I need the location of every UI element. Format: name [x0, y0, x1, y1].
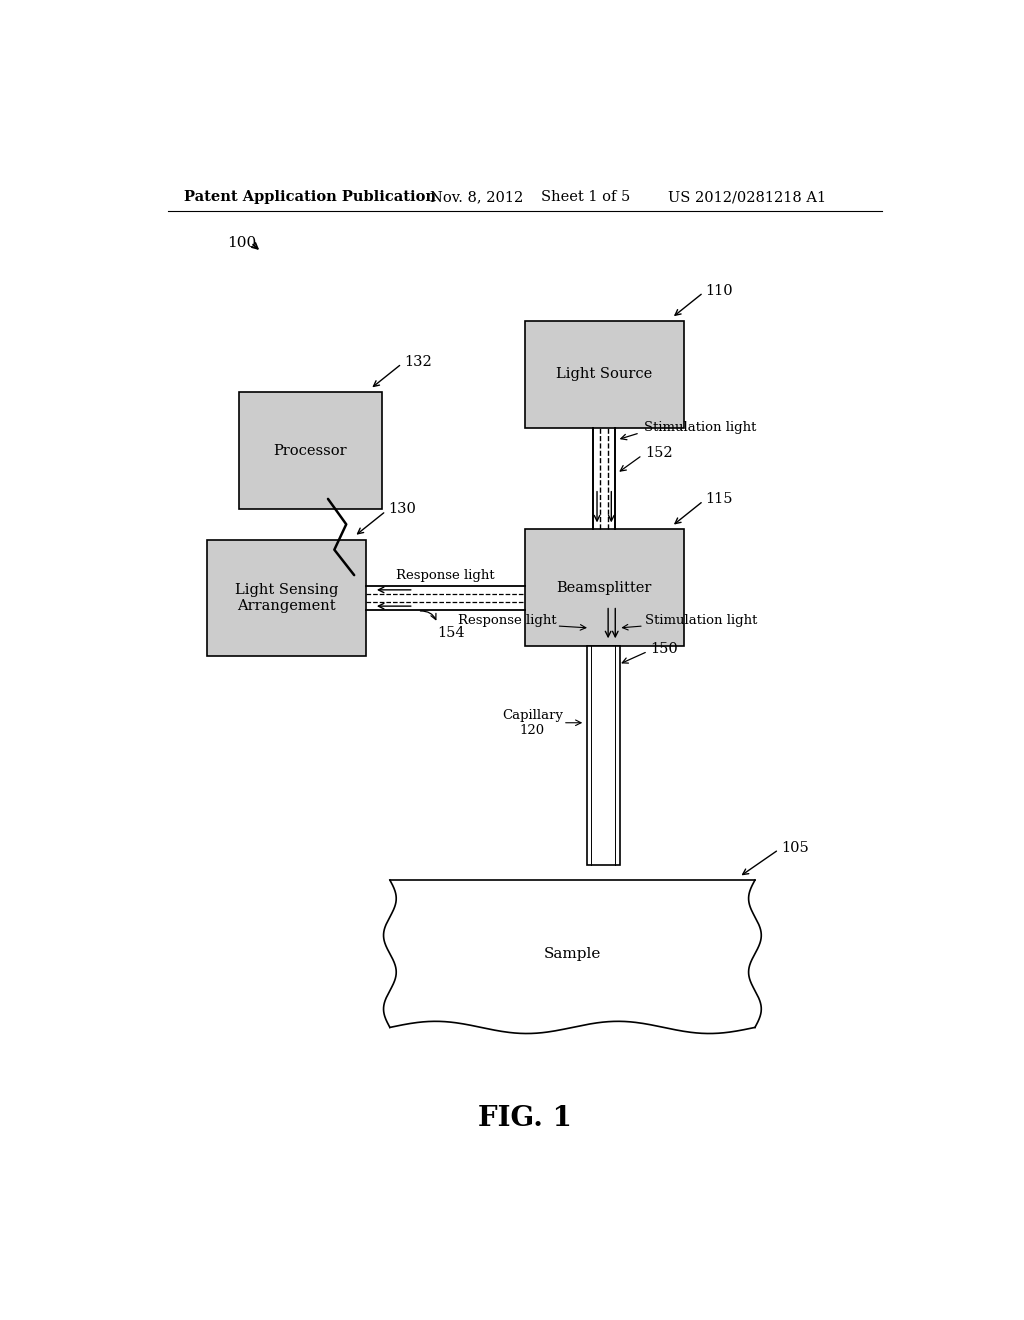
Text: Processor: Processor: [273, 444, 347, 458]
Text: Stimulation light: Stimulation light: [645, 614, 758, 627]
Text: 132: 132: [404, 355, 432, 368]
Bar: [587, 647, 621, 865]
Text: 150: 150: [650, 643, 678, 656]
Text: 130: 130: [388, 502, 416, 516]
Text: Sheet 1 of 5: Sheet 1 of 5: [541, 190, 630, 205]
Text: Nov. 8, 2012: Nov. 8, 2012: [430, 190, 523, 205]
Bar: [524, 529, 684, 647]
Text: Response light: Response light: [396, 569, 495, 582]
Text: 110: 110: [706, 284, 733, 297]
Text: Response light: Response light: [458, 614, 557, 627]
Text: 154: 154: [437, 627, 465, 640]
Bar: [207, 540, 367, 656]
Text: Patent Application Publication: Patent Application Publication: [183, 190, 435, 205]
Bar: [240, 392, 382, 510]
Text: Capillary
120: Capillary 120: [502, 709, 563, 737]
Text: Light Source: Light Source: [556, 367, 652, 381]
Text: 115: 115: [706, 492, 733, 506]
Text: 100: 100: [227, 236, 256, 249]
Text: FIG. 1: FIG. 1: [478, 1105, 571, 1133]
Text: Light Sensing
Arrangement: Light Sensing Arrangement: [236, 583, 338, 612]
Text: 105: 105: [781, 841, 809, 854]
Text: 152: 152: [645, 446, 673, 461]
Text: US 2012/0281218 A1: US 2012/0281218 A1: [668, 190, 825, 205]
Bar: [524, 321, 684, 428]
Text: Sample: Sample: [544, 946, 601, 961]
Text: Stimulation light: Stimulation light: [644, 421, 756, 434]
Text: Beamsplitter: Beamsplitter: [556, 581, 652, 595]
